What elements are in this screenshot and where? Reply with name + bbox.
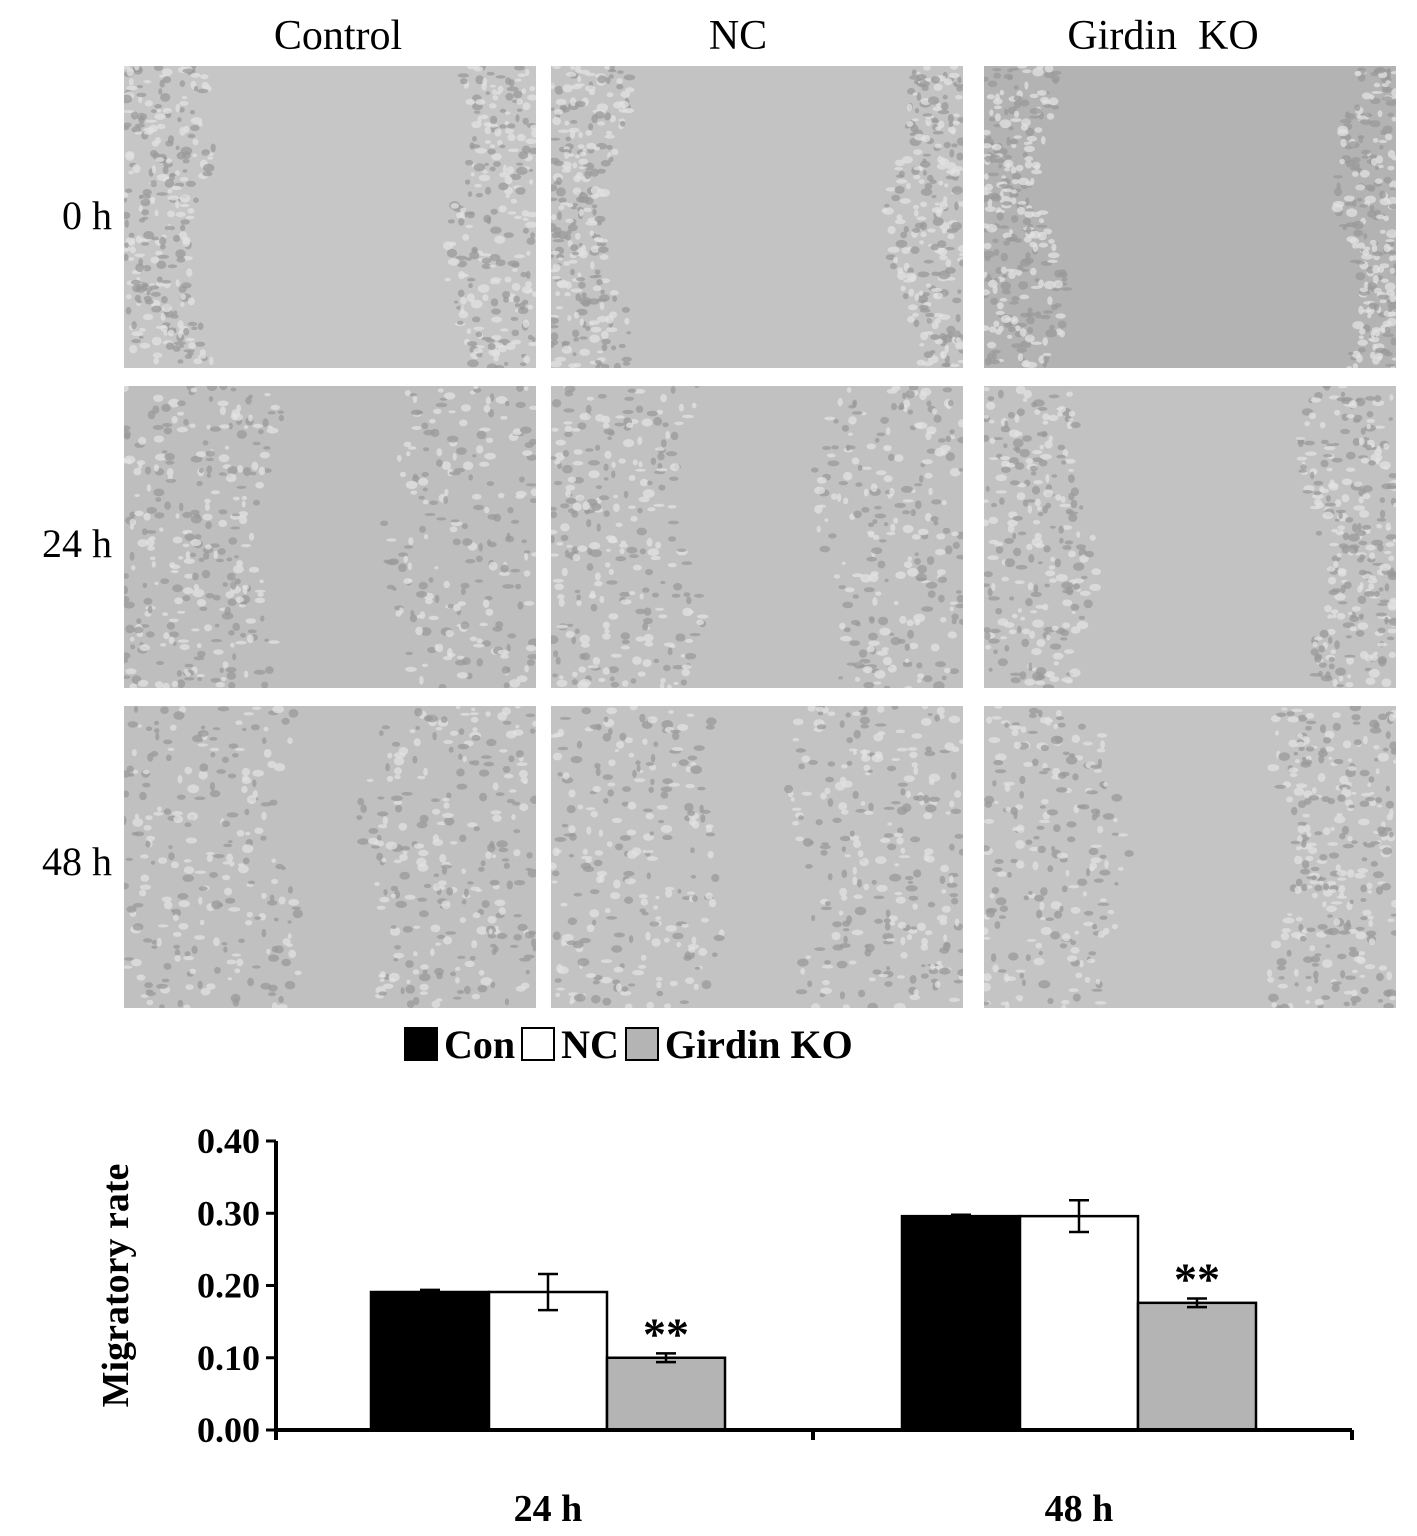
column-title-girdin-ko: Girdin KO [1067,13,1259,59]
x-category-label-24h: 24 h [514,1488,583,1530]
y-tick-label-1: 0.10 [197,1338,260,1378]
microscopy-panel-r2-c0 [124,706,536,1008]
migratory-rate-bar-chart: 0.00 0.10 0.20 0.30 0.40 Migratory rate 24 h 48… [95,1121,1354,1530]
legend-item-con: Con [404,1021,515,1068]
bar-con-48h [900,1214,1022,1432]
microscopy-panel-r2-c2 [984,706,1396,1008]
legend-label-nc: NC [561,1021,619,1067]
bar-nc-24h [487,1290,609,1432]
microscopy-panel-r1-c1 [551,386,963,688]
y-tick-label-4: 0.40 [197,1121,260,1161]
significance-marker-1: ** [1174,1254,1220,1305]
legend-item-nc: NC [521,1021,619,1068]
row-label-24h: 24 h [42,521,112,566]
legend-item-girdin-ko: Girdin KO [624,1021,853,1068]
significance-marker-0: ** [643,1308,689,1359]
y-tick-label-3: 0.30 [197,1193,260,1233]
legend-swatch-girdin-ko [624,1027,659,1061]
microscopy-panel-r0-c0 [124,66,536,368]
bar-con-24h [369,1290,491,1432]
chart-legend: Con NC Girdin KO [404,1021,859,1068]
microscopy-panel-r1-c2 [984,386,1396,688]
column-title-nc: NC [708,13,768,59]
bar-girdin-ko-24h [605,1356,727,1432]
bar-nc-48h [1018,1214,1140,1432]
legend-swatch-nc [521,1027,556,1061]
column-title-control: Control [273,13,403,59]
y-tick-label-0: 0.00 [197,1410,260,1450]
row-label-48h: 48 h [42,839,112,884]
microscopy-panel-r0-c1 [551,66,963,368]
legend-label-girdin-ko: Girdin KO [664,1021,853,1067]
microscopy-panel-r0-c2 [984,66,1396,368]
microscopy-panel-r1-c0 [124,386,536,688]
y-axis-label: Migratory rate [95,1164,137,1408]
row-label-0h: 0 h [62,193,112,238]
bar-girdin-ko-48h [1136,1301,1258,1432]
microscopy-panel-r2-c1 [551,706,963,1008]
y-tick-label-2: 0.20 [197,1266,260,1306]
legend-label-con: Con [444,1021,516,1067]
x-category-label-48h: 48 h [1045,1488,1114,1530]
legend-swatch-con [404,1027,438,1061]
